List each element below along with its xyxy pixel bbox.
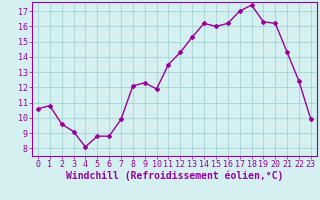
X-axis label: Windchill (Refroidissement éolien,°C): Windchill (Refroidissement éolien,°C) (66, 171, 283, 181)
